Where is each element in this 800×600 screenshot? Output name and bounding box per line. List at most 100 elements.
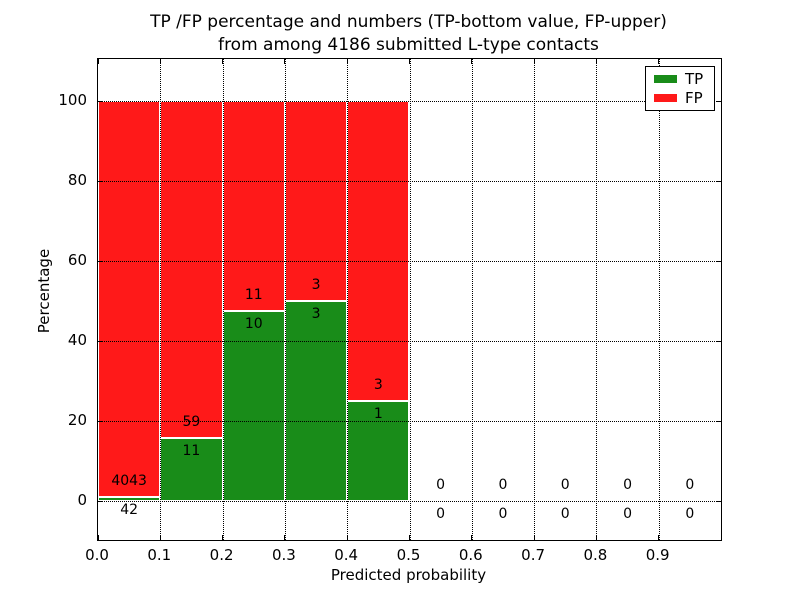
fp-bar [160, 101, 223, 439]
y-tick-mark [98, 100, 103, 102]
x-tick-mark [97, 535, 99, 540]
y-tick-mark [98, 340, 103, 342]
fp-count-label: 3 [373, 377, 383, 393]
y-tick-mark [98, 260, 103, 262]
y-tick-label: 20 [67, 411, 87, 429]
x-tick-mark [409, 535, 410, 540]
tp-count-label: 1 [373, 406, 383, 422]
y-tick-mark [716, 180, 721, 182]
legend-label-tp: TP [685, 70, 704, 89]
x-tick-mark [533, 59, 535, 64]
x-axis-label: Predicted probability [330, 566, 487, 584]
x-tick-mark [222, 59, 224, 64]
tp-count-label: 0 [498, 506, 508, 522]
tp-count-label: 0 [623, 506, 632, 522]
vertical-gridline [347, 59, 349, 540]
horizontal-gridline [98, 501, 721, 502]
tp-count-label: 0 [436, 506, 446, 522]
x-tick-label: 0.7 [521, 546, 546, 564]
chart-title-line1: TP /FP percentage and numbers (TP-bottom… [150, 12, 667, 32]
fp-bar [284, 101, 348, 301]
fp-color-swatch [654, 93, 677, 102]
x-tick-mark [533, 535, 535, 540]
vertical-gridline [284, 59, 286, 540]
y-tick-label: 40 [67, 331, 87, 349]
horizontal-gridline [98, 421, 721, 422]
x-tick-label: 0.4 [334, 546, 359, 564]
vertical-gridline [409, 59, 411, 540]
x-tick-mark [159, 59, 161, 64]
x-tick-mark [346, 59, 348, 64]
y-tick-label: 0 [77, 491, 87, 509]
x-tick-mark [471, 535, 473, 540]
x-tick-mark [222, 535, 224, 540]
x-tick-mark [97, 59, 99, 64]
fp-count-label: 4043 [111, 472, 147, 489]
x-tick-label: 0.1 [147, 546, 172, 564]
x-tick-label: 0.3 [271, 546, 296, 564]
fp-count-label: 0 [498, 477, 508, 493]
tp-count-label: 11 [182, 443, 201, 460]
horizontal-gridline [98, 101, 721, 102]
fp-bar [222, 101, 285, 311]
fp-count-label: 0 [560, 477, 570, 493]
x-tick-mark [346, 535, 348, 540]
tp-color-swatch [654, 75, 677, 84]
tp-count-label: 0 [560, 506, 570, 522]
tp-bar [222, 310, 285, 501]
tp-bar [160, 438, 223, 501]
tp-count-label: 10 [244, 315, 263, 332]
chart-title-line2: from among 4186 submitted L-type contact… [218, 35, 599, 55]
x-tick-mark [409, 59, 410, 64]
tp-bar [98, 496, 161, 501]
legend-label-fp: FP [685, 88, 703, 107]
x-tick-mark [284, 59, 286, 64]
x-tick-mark [595, 59, 597, 64]
fp-count-label: 0 [436, 477, 446, 493]
tp-bar [284, 301, 348, 501]
x-tick-label: 0.8 [583, 546, 608, 564]
y-tick-mark [716, 100, 721, 102]
vertical-gridline [534, 59, 536, 540]
horizontal-gridline [98, 181, 721, 182]
vertical-gridline [658, 59, 660, 540]
vertical-gridline [222, 59, 224, 540]
plot-area: 4043 42 59 11 11 10 3 3 3 1 0 0 0 0 0 0 0 0 0 0 [97, 58, 722, 541]
y-tick-mark [716, 420, 721, 422]
x-tick-label: 0.9 [645, 546, 670, 564]
x-tick-mark [658, 59, 660, 64]
y-tick-mark [98, 180, 103, 182]
y-tick-label: 100 [58, 91, 87, 109]
y-tick-mark [716, 260, 721, 262]
y-tick-mark [98, 420, 103, 422]
horizontal-gridline [98, 261, 721, 262]
fp-count-label: 3 [311, 277, 321, 293]
horizontal-gridline [98, 341, 721, 342]
fp-count-label: 0 [685, 477, 695, 493]
x-tick-label: 0.2 [209, 546, 234, 564]
fp-count-label: 59 [182, 414, 201, 431]
y-tick-mark [98, 500, 103, 502]
y-tick-mark [716, 500, 721, 502]
x-tick-mark [658, 535, 660, 540]
fp-bar [347, 101, 410, 401]
vertical-gridline [596, 59, 598, 540]
x-tick-label: 0.5 [396, 546, 421, 564]
legend: TP FP [645, 66, 715, 111]
tp-count-label: 0 [685, 506, 695, 522]
vertical-gridline [160, 59, 162, 540]
vertical-gridline [471, 59, 473, 540]
tp-count-label: 42 [120, 501, 139, 518]
x-tick-label: 0.6 [458, 546, 483, 564]
y-tick-label: 60 [67, 251, 87, 269]
y-tick-label: 80 [67, 171, 87, 189]
x-tick-mark [471, 59, 473, 64]
legend-entry-tp: TP [646, 71, 714, 87]
y-tick-mark [716, 340, 721, 342]
legend-entry-fp: FP [646, 90, 714, 106]
tp-count-label: 3 [311, 306, 321, 322]
fp-count-label: 11 [244, 286, 263, 303]
x-tick-mark [284, 535, 286, 540]
x-tick-label: 0.0 [85, 546, 109, 564]
fp-bar [98, 101, 161, 497]
